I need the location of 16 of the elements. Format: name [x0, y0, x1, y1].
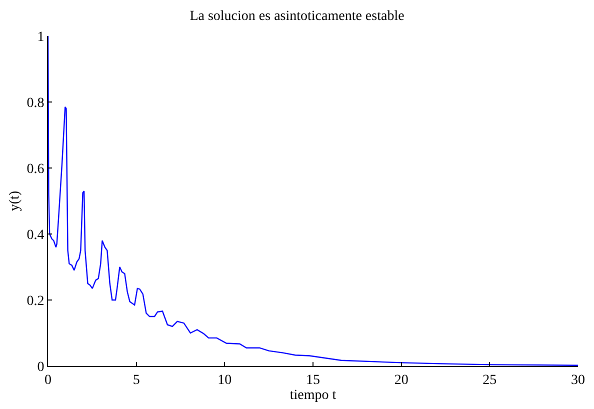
- y-tick-label: 0.2: [26, 294, 44, 309]
- y-tick-label: 0.4: [26, 228, 44, 243]
- line-series: [48, 36, 578, 366]
- y-tick-label: 0.6: [26, 162, 44, 177]
- x-tick-label: 10: [218, 372, 232, 388]
- x-tick-label: 25: [482, 372, 497, 388]
- x-axis-title: tiempo t: [290, 388, 336, 404]
- y-tick-label: 0.8: [26, 96, 44, 111]
- chart-title: La solucion es asintoticamente estable: [190, 9, 404, 24]
- x-tick-label: 30: [571, 372, 585, 388]
- y-tick-label: 1: [37, 30, 44, 45]
- x-tick-label: 20: [394, 372, 408, 388]
- y-axis-title: y(t): [7, 190, 22, 212]
- y-tick-label: 0: [37, 360, 44, 375]
- x-tick-label: 15: [306, 372, 320, 388]
- x-tick-label: 5: [132, 372, 140, 388]
